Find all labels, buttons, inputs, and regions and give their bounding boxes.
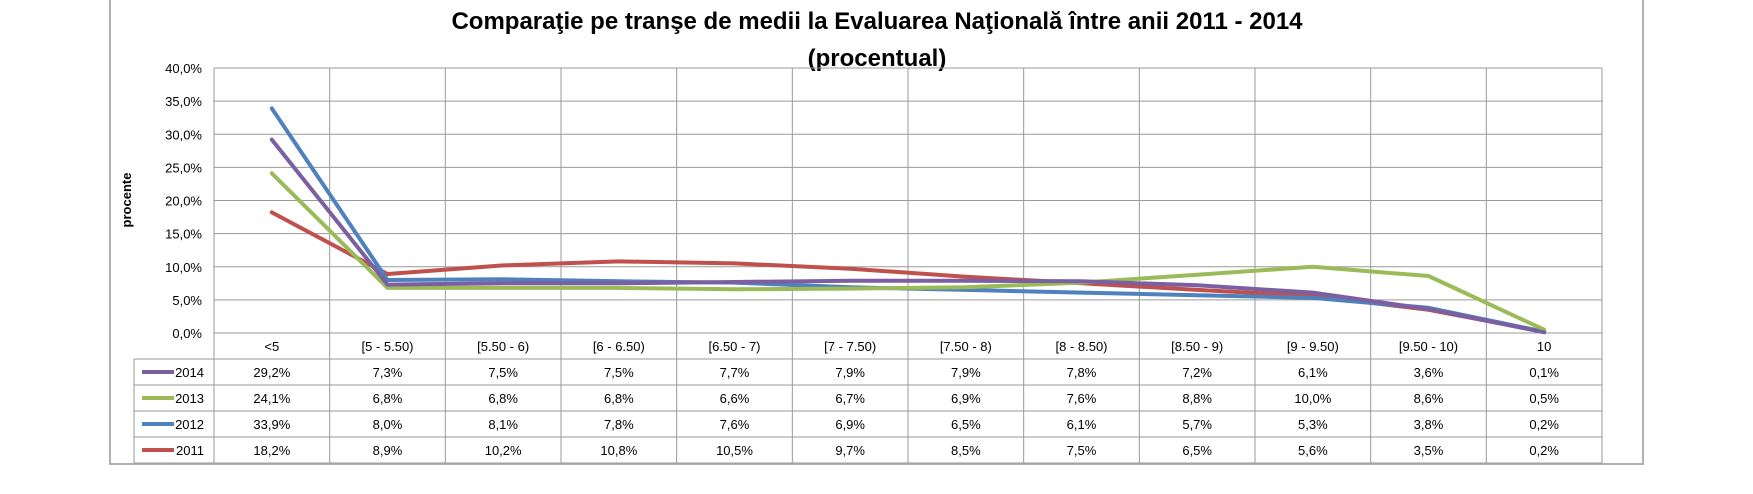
category-label: [8.50 - 9) [1171,339,1223,354]
table-cell: 3,5% [1414,443,1444,458]
series-line-2014 [269,137,1547,335]
grid [133,67,1603,464]
y-tick-labels: 0,0% 5,0% 10,0% 15,0% 20,0% 25,0% 30,0% 35,0% 40… [165,61,202,341]
y-tick-label: 35,0% [165,94,202,109]
table-cell: 6,5% [1182,443,1212,458]
table-cell: 8,1% [488,417,518,432]
table-cell: 7,5% [488,365,518,380]
table-cell: 7,3% [373,365,403,380]
table-cell: 7,8% [1067,365,1097,380]
table-cell: 10,5% [716,443,753,458]
table-cell: 8,0% [373,417,403,432]
table-cell: 9,7% [835,443,865,458]
table-cell: 3,6% [1414,365,1444,380]
category-label: [9.50 - 10) [1399,339,1458,354]
category-label: [6.50 - 7) [708,339,760,354]
legend-label: 2014 [175,365,204,380]
y-tick-label: 40,0% [165,61,202,76]
y-tick-label: 5,0% [172,293,202,308]
table-cell: 6,1% [1067,417,1097,432]
y-tick-label: 20,0% [165,194,202,209]
table-cell: 5,6% [1298,443,1328,458]
table-cell: 5,3% [1298,417,1328,432]
table-cell: 24,1% [253,391,290,406]
table-cell: 0,2% [1529,417,1559,432]
y-tick-label: 30,0% [165,127,202,142]
table-cell: 6,7% [835,391,865,406]
table-cell: 7,9% [835,365,865,380]
legend-label: 2013 [175,391,204,406]
table-cell: 33,9% [253,417,290,432]
category-label: [9 - 9.50) [1287,339,1339,354]
category-label: [8 - 8.50) [1055,339,1107,354]
y-tick-label: 25,0% [165,160,202,175]
table-cell: 8,8% [1182,391,1212,406]
table-cell: 6,8% [604,391,634,406]
table-cell: 7,2% [1182,365,1212,380]
table-cell: 6,6% [720,391,750,406]
table-cell: 6,9% [835,417,865,432]
y-tick-label: 15,0% [165,227,202,242]
category-label: [7 - 7.50) [824,339,876,354]
y-tick-label: 0,0% [172,326,202,341]
table-cell: 8,5% [951,443,981,458]
data-table: <5 [5 - 5.50) [5.50 - 6) [6 - 6.50) [6.50 - … [142,339,1559,458]
table-cell: 3,8% [1414,417,1444,432]
table-cell: 6,8% [373,391,403,406]
table-cell: 7,8% [604,417,634,432]
legend-label: 2012 [175,417,204,432]
table-cell: 8,9% [373,443,403,458]
table-cell: 29,2% [253,365,290,380]
table-cell: 7,5% [1067,443,1097,458]
category-label: <5 [264,339,279,354]
y-axis-label: procente [119,173,134,228]
table-cell: 0,1% [1529,365,1559,380]
table-cell: 10,8% [600,443,637,458]
legend-label: 2011 [176,443,204,458]
table-cell: 18,2% [253,443,290,458]
table-cell: 5,7% [1182,417,1212,432]
chart-title: Comparaţie pe tranşe de medii la Evaluar… [451,8,1303,35]
table-cell: 6,9% [951,391,981,406]
table-cell: 0,5% [1529,391,1559,406]
category-label: [7.50 - 8) [940,339,992,354]
table-cell: 6,5% [951,417,981,432]
category-label: [5 - 5.50) [361,339,413,354]
table-cell: 6,1% [1298,365,1328,380]
table-cell: 6,8% [488,391,518,406]
series-lines [269,106,1547,335]
table-cell: 7,6% [720,417,750,432]
table-cell: 10,2% [485,443,522,458]
table-cell: 7,7% [720,365,750,380]
table-cell: 8,6% [1414,391,1444,406]
table-cell: 7,6% [1067,391,1097,406]
y-tick-label: 10,0% [165,260,202,275]
table-cell: 10,0% [1294,391,1331,406]
category-label: [5.50 - 6) [477,339,529,354]
table-cell: 0,2% [1529,443,1559,458]
series-line-2013 [269,171,1547,332]
chart-border [109,0,1644,465]
table-cell: 7,5% [604,365,634,380]
category-label: [6 - 6.50) [593,339,645,354]
table-cell: 7,9% [951,365,981,380]
category-label: 10 [1537,339,1551,354]
